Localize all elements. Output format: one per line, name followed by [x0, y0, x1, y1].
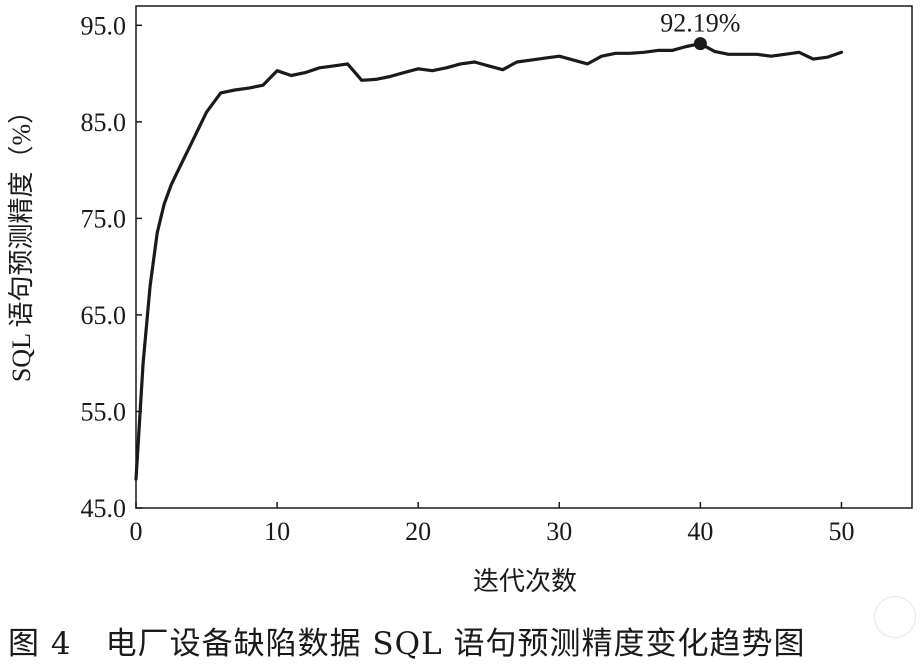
- y-axis-title: SQL 语句预测精度（%）: [7, 98, 36, 382]
- y-tick-label: 45.0: [81, 494, 127, 523]
- x-tick-label: 50: [828, 517, 854, 546]
- y-tick-label: 85.0: [81, 108, 127, 137]
- series-layer: 92.19%: [134, 9, 844, 481]
- y-tick-label: 65.0: [81, 301, 127, 330]
- y-tick-label: 75.0: [81, 204, 127, 233]
- line-chart: 0 10 20 30 40 50 45.0 55.0 65.0 75.0 85.0 95.0 92.…: [7, 5, 913, 596]
- x-axis-title: 迭代次数: [473, 567, 577, 596]
- x-tick-label: 20: [405, 517, 431, 546]
- x-axis-ticks: 0 10 20 30 40 50: [130, 502, 854, 546]
- y-tick-label: 55.0: [81, 397, 127, 426]
- x-tick-label: 0: [130, 517, 143, 546]
- plot-border: [135, 5, 913, 509]
- x-tick-label: 30: [546, 517, 572, 546]
- series-line: [134, 42, 844, 481]
- y-tick-label: 95.0: [81, 11, 127, 40]
- x-tick-label: 10: [264, 517, 290, 546]
- plot-frame: [135, 5, 913, 509]
- caption-text: 电厂设备缺陷数据 SQL 语句预测精度变化趋势图: [105, 626, 806, 662]
- peak-marker: [693, 37, 707, 51]
- peak-label: 92.19%: [660, 9, 740, 38]
- figure-number: 图 4: [8, 626, 72, 662]
- x-tick-label: 40: [687, 517, 713, 546]
- figure-caption: 图 4 电厂设备缺陷数据 SQL 语句预测精度变化趋势图: [8, 620, 908, 668]
- y-axis-ticks: 45.0 55.0 65.0 75.0 85.0 95.0: [81, 11, 142, 523]
